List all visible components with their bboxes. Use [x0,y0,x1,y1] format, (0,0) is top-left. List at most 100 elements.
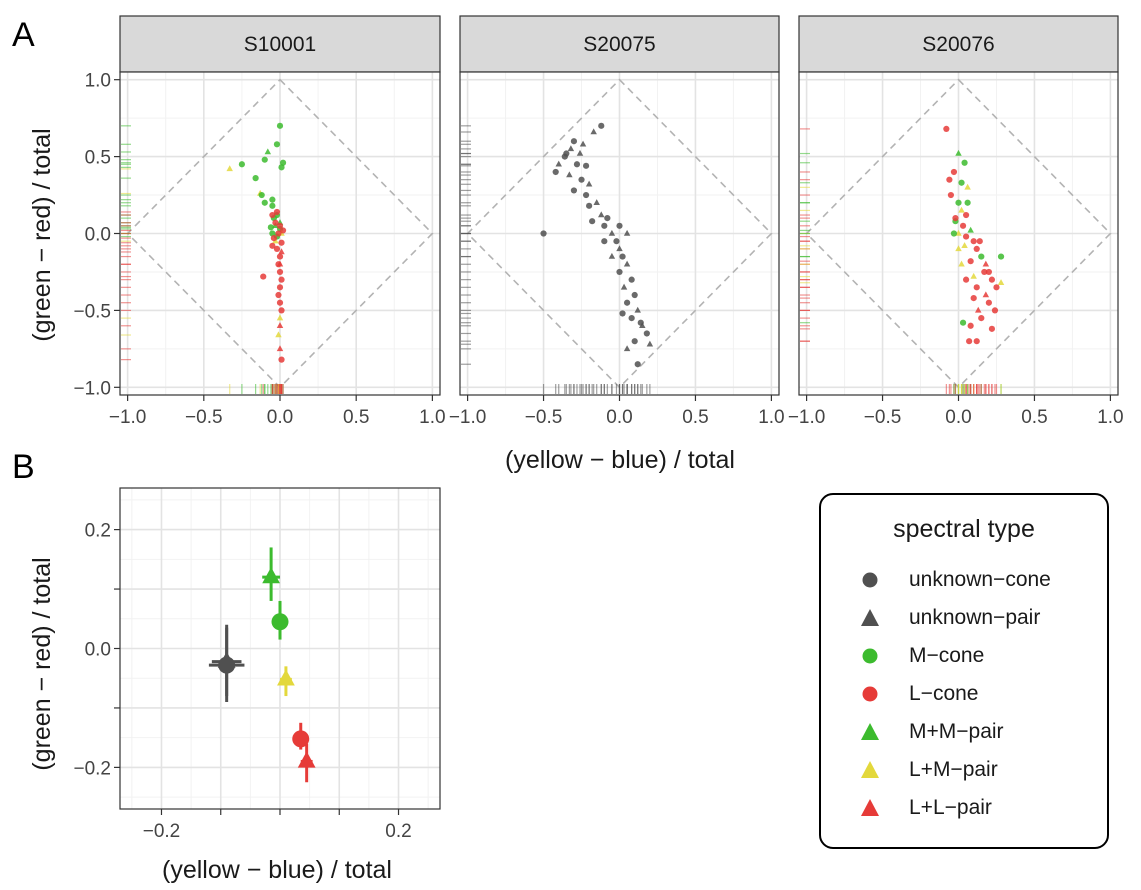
facet-s20075: S20075 −1.0 −0.5 0.0 0.5 1.0 [449,15,785,428]
data-point [958,260,965,267]
y-tick-label: 0.5 [85,148,111,169]
panel-b-plot: −0.2 0.2 −0.2 0.0 0.2 [73,487,441,842]
data-point [566,171,573,178]
data-point [958,179,965,186]
x-tick-label: 0.5 [343,407,369,428]
data-point [593,199,600,205]
data-point [970,272,977,279]
data-point [598,211,605,218]
x-tick-label: −1.0 [788,407,826,428]
data-point [981,268,988,276]
data-point [959,222,967,229]
data-point [631,338,638,345]
data-point [226,165,233,172]
panel-a-xlabel: (yellow − blue) / total [505,446,735,474]
data-point [993,284,1000,291]
data-point [552,168,559,176]
data-point [973,245,980,252]
data-point [273,245,281,252]
triangle-marker-icon [859,797,881,819]
data-point [955,149,962,156]
data-point [631,291,638,299]
data-point [975,306,982,313]
x-tick-label: −0.5 [185,407,223,428]
y-tick-label: 0.0 [85,640,111,661]
legend-label: L−cone [909,682,979,705]
data-point [278,276,285,283]
x-tick-label: 0.5 [682,407,708,428]
data-point [616,268,623,276]
data-point [278,164,285,171]
data-point [616,222,623,229]
legend: spectral type unknown−cone unknown−pair M−… [819,493,1109,849]
y-tick-label: −0.2 [73,758,111,779]
data-point [967,226,974,233]
data-point [586,202,593,209]
data-point [278,248,285,255]
data-point [276,268,284,276]
data-point [278,239,285,246]
data-point [276,299,284,306]
data-point [258,191,265,199]
data-point [555,160,562,167]
y-tick-label: −1.0 [73,378,111,399]
x-tick-label: 1.0 [758,407,784,428]
data-point [943,125,950,133]
data-point [269,196,276,203]
facet-strip-label: S20075 [583,33,655,56]
facet-strip [459,15,780,73]
data-point [964,199,971,206]
data-point [646,340,654,347]
legend-item: unknown−cone [859,565,1051,595]
data-point [604,215,611,222]
data-point [598,122,605,129]
data-point [269,242,276,249]
data-point [985,268,992,276]
data-point [623,345,631,352]
mean-point [277,669,295,686]
data-point [276,314,284,321]
data-point [988,276,996,283]
data-point [578,176,585,183]
x-tick-label: −0.2 [143,821,181,842]
legend-label: M−cone [909,644,985,667]
data-point [991,307,999,314]
x-tick-label: −1.0 [109,407,147,428]
x-tick-label: 0.2 [385,821,411,842]
mean-point [292,730,310,748]
data-point [619,253,626,260]
mean-point [262,567,280,584]
x-tick-label: −0.5 [864,407,902,428]
data-point [955,199,962,206]
data-point [261,199,268,206]
data-point [619,310,626,317]
data-point [585,180,593,187]
data-point [967,258,974,265]
data-point [570,138,578,145]
legend-item: L−cone [859,679,978,709]
x-tick-label: −0.5 [525,407,563,428]
data-point [273,141,281,148]
facet-strip-label: S20076 [922,33,994,56]
data-point [272,219,279,226]
data-point [950,168,958,176]
legend-label: unknown−pair [909,606,1041,629]
data-point [601,238,608,245]
data-point [276,253,284,260]
data-point [576,149,584,156]
triangle-marker-icon [859,607,881,629]
panel-a-ylabel: (green − red) / total [28,128,56,341]
data-point [637,319,644,326]
data-point [238,161,246,168]
y-tick-label: 0.0 [85,225,111,246]
data-point [973,284,980,291]
data-point [962,211,970,219]
data-point [978,314,985,322]
y-tick-label: 1.0 [85,71,111,92]
data-point [563,150,570,157]
data-point [616,245,623,252]
data-point [970,238,977,245]
data-point [959,319,967,326]
data-point [958,206,965,213]
legend-item: L+L−pair [859,793,992,823]
